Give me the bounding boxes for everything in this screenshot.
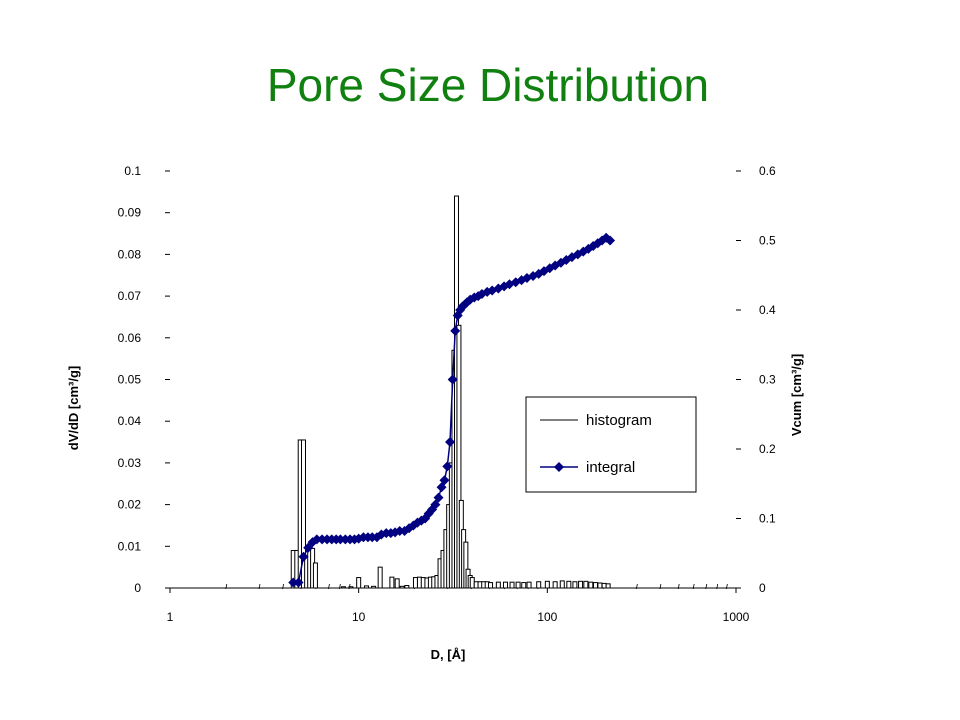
integral-point [447, 374, 458, 385]
integral-point [450, 325, 461, 336]
left-y-tick-label: 0.08 [118, 247, 142, 261]
x-tick-label: 1000 [723, 610, 750, 624]
histogram-bar [300, 439, 306, 589]
histogram-bar [572, 581, 578, 589]
histogram-series [290, 195, 611, 589]
histogram-bar [552, 581, 558, 589]
right-y-tick-label: 0.2 [759, 442, 776, 456]
x-tick-label: 100 [537, 610, 557, 624]
left-y-tick-label: 0.06 [118, 331, 142, 345]
x-tick-label: 10 [352, 610, 366, 624]
right-y-tick-label: 0.1 [759, 512, 776, 526]
histogram-bar [348, 586, 354, 589]
x-minor-tick [692, 583, 695, 590]
right-y-tick-label: 0.6 [759, 164, 776, 178]
histogram-bar [488, 582, 494, 589]
histogram-bar [377, 566, 383, 589]
histogram-bar [356, 577, 362, 589]
x-minor-tick [258, 583, 261, 590]
integral-point [561, 254, 572, 265]
histogram-bar [515, 581, 521, 589]
histogram-bar [544, 580, 550, 589]
histogram-bar [536, 581, 542, 589]
legend-box [525, 396, 697, 493]
x-minor-tick [705, 583, 708, 590]
right-y-tick-label: 0 [759, 581, 766, 595]
integral-point [433, 492, 444, 503]
x-minor-tick [677, 583, 680, 590]
right-y-tick-label: 0.5 [759, 234, 776, 248]
histogram-bar [312, 562, 318, 589]
integral-series [288, 232, 616, 588]
histogram-bar [592, 582, 598, 589]
integral-point [605, 235, 616, 246]
x-minor-tick [659, 583, 662, 590]
right-y-tick-label: 0.4 [759, 303, 776, 317]
histogram-bar [363, 585, 369, 589]
histogram-bar [509, 581, 515, 589]
histogram-bar [340, 586, 346, 589]
integral-point [311, 534, 322, 545]
histogram-bar [566, 580, 572, 589]
histogram-bar [526, 581, 532, 589]
integral-point [298, 551, 309, 562]
histogram-bar [605, 583, 611, 589]
right-y-axis-title: Vcum [cm³/g] [789, 354, 804, 436]
x-minor-tick [225, 583, 228, 590]
x-minor-tick [338, 583, 341, 590]
histogram-bar [469, 577, 475, 589]
left-y-tick-label: 0.07 [118, 289, 142, 303]
x-minor-tick [635, 583, 638, 590]
histogram-bar [371, 585, 377, 589]
integral-point [293, 577, 304, 588]
chart-legend: histogram integral [525, 396, 697, 493]
histogram-bar [404, 584, 410, 589]
histogram-bar [597, 582, 603, 589]
legend-histogram-label: histogram [586, 412, 652, 429]
left-y-tick-label: 0.09 [118, 206, 142, 220]
legend-integral-label: integral [586, 459, 635, 476]
left-y-tick-label: 0.05 [118, 373, 142, 387]
integral-point [288, 577, 299, 588]
left-y-tick-label: 0 [134, 581, 141, 595]
integral-point [445, 437, 456, 448]
x-minor-tick [328, 583, 330, 590]
histogram-bar [495, 581, 501, 589]
right-y-tick-label: 0.3 [759, 373, 776, 387]
histogram-bar [412, 577, 418, 589]
histogram-bar [521, 582, 527, 589]
axis-labels: D, [Å] dV/dD [cm³/g] Vcum [cm³/g] [66, 354, 804, 662]
histogram-bar [583, 580, 589, 589]
legend-integral-marker [554, 462, 564, 472]
histogram-bar [399, 585, 405, 589]
x-minor-tick [716, 583, 719, 590]
page-title: Pore Size Distribution [266, 59, 710, 111]
left-y-tick-label: 0.01 [118, 539, 142, 553]
histogram-bar [502, 581, 508, 589]
histogram-bar [559, 580, 565, 589]
left-y-tick-label: 0.04 [118, 414, 142, 428]
histogram-bar [601, 582, 607, 589]
x-minor-tick [282, 583, 284, 590]
integral-point [430, 499, 441, 510]
histogram-bar [394, 578, 400, 589]
left-y-axis-title: dV/dD [cm³/g] [66, 366, 81, 451]
histogram-bar [578, 580, 584, 589]
chart-axes: 0 0.01 0.02 0.03 0.04 0.05 0.06 0.07 0.08 0.09 0.1… [118, 164, 776, 624]
left-y-tick-label: 0.1 [124, 164, 141, 178]
left-y-tick-label: 0.03 [118, 456, 142, 470]
histogram-bar [389, 576, 395, 589]
x-tick-label: 1 [167, 610, 174, 624]
histogram-bar [588, 581, 594, 589]
left-y-tick-label: 0.02 [118, 498, 142, 512]
x-axis-title: D, [Å] [431, 647, 466, 662]
integral-point [442, 461, 453, 472]
x-minor-tick [725, 583, 728, 590]
integral-point [439, 475, 450, 486]
